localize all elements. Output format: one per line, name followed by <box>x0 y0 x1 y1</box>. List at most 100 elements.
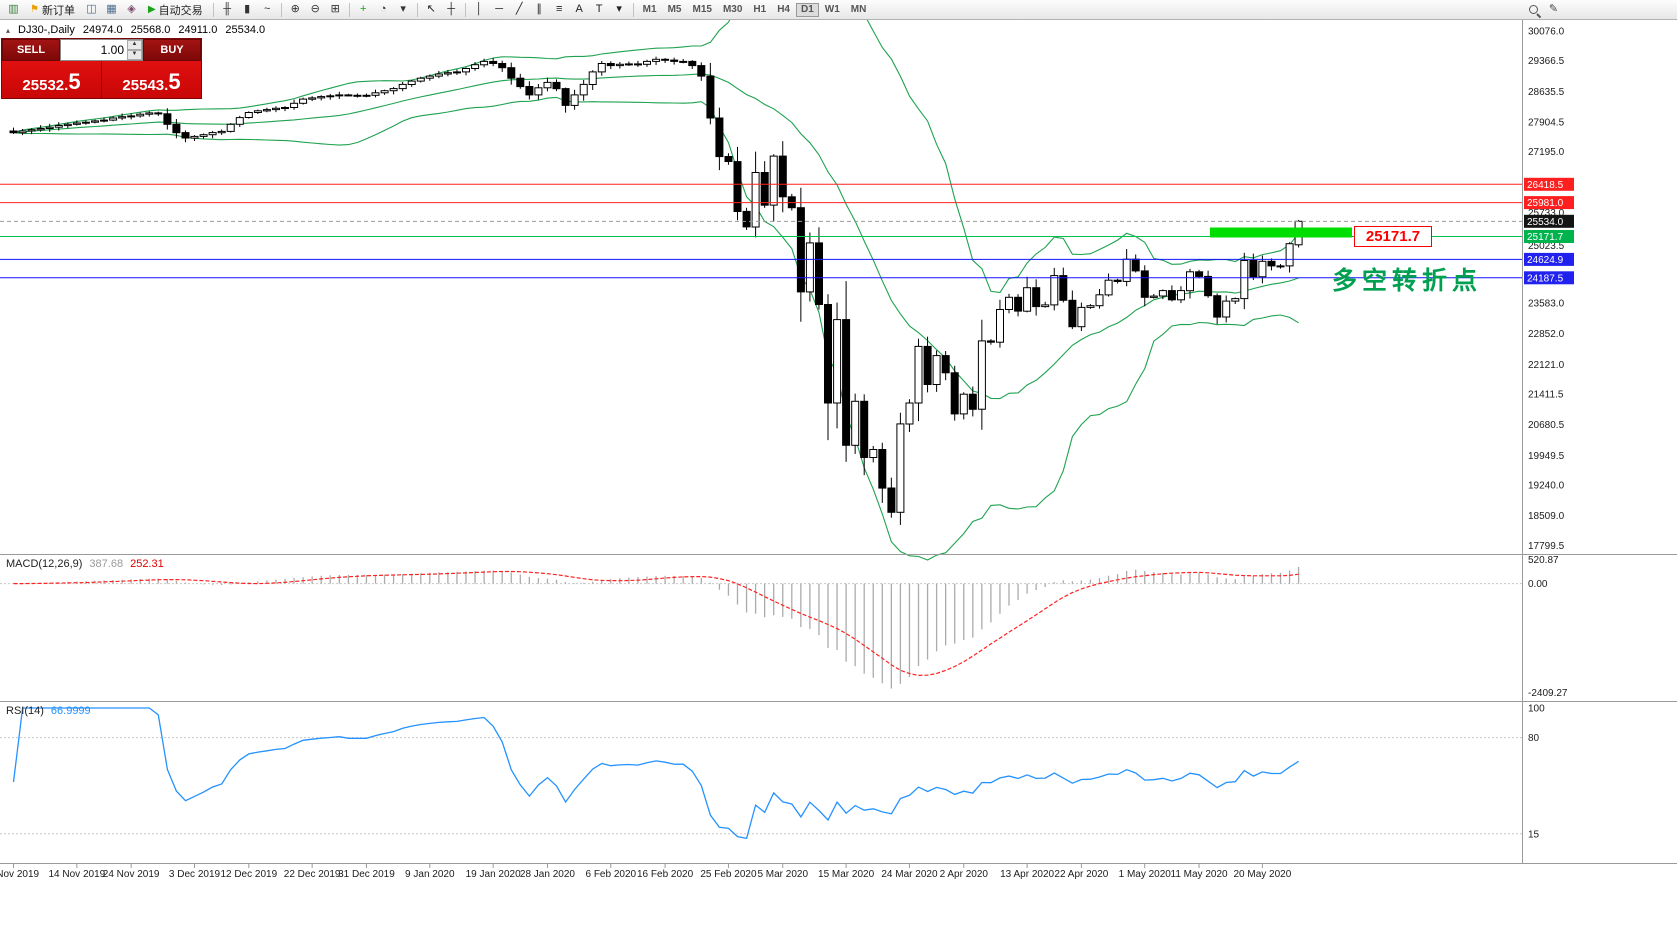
candlestick-chart-icon[interactable]: ▮ <box>244 3 251 15</box>
price-badge-25171.7 <box>1524 230 1574 243</box>
low-value: 24911.0 <box>178 24 218 36</box>
label-icon[interactable]: T <box>595 3 603 15</box>
timeframe-button-m15[interactable]: M15 <box>692 3 712 15</box>
chart-annotation[interactable]: 多空转折点 <box>1332 267 1483 295</box>
volume-down-button[interactable]: ▼ <box>127 50 142 60</box>
date-axis-label: 31 Dec 2019 <box>338 869 395 880</box>
price-axis-tick: 19240.0 <box>1528 481 1565 492</box>
date-axis-label: 9 Jan 2020 <box>405 869 455 880</box>
periods-icon[interactable]: ◔ <box>379 3 387 15</box>
date-axis-label: 28 Jan 2020 <box>520 869 575 880</box>
timeframe-button-m30[interactable]: M30 <box>722 3 743 15</box>
date-axis-label: 12 Dec 2019 <box>220 869 277 880</box>
price-axis-tick: 18509.0 <box>1528 511 1565 522</box>
date-axis-label: 19 Jan 2020 <box>466 869 521 880</box>
price-badge-text: 25171.7 <box>1527 232 1564 243</box>
price-axis-tick: 23583.0 <box>1528 299 1565 310</box>
zoom-in-icon[interactable]: ⊕ <box>290 3 300 15</box>
text-icon[interactable]: A <box>575 3 583 15</box>
tile-windows-icon[interactable]: ⊞ <box>330 3 340 15</box>
search-icon[interactable] <box>1526 2 1542 18</box>
horizontal-line-icon[interactable]: ─ <box>495 3 504 15</box>
close-value: 25534.0 <box>225 24 266 36</box>
price-badge-text: 24187.5 <box>1527 273 1564 284</box>
price-badge-24187.5 <box>1524 271 1574 285</box>
date-axis-label: 14 Nov 2019 <box>48 869 105 880</box>
profiles-icon[interactable]: ▦ <box>106 3 117 15</box>
price-axis: 30076.0 29366.5 28635.5 27904.5 27195.0 25733… <box>1524 27 1574 840</box>
price-axis-tick: 20680.5 <box>1528 420 1565 431</box>
volume-up-button[interactable]: ▲ <box>127 40 142 50</box>
new-order-icon: ⚑ <box>30 3 39 15</box>
date-axis-label: 6 Feb 2020 <box>585 869 636 880</box>
timeframe-button-w1[interactable]: W1 <box>824 3 840 15</box>
price-axis-tick: 22852.0 <box>1528 329 1565 340</box>
channel-icon[interactable]: ∥ <box>536 3 542 15</box>
crosshair-icon[interactable]: ┼ <box>447 3 456 15</box>
price-axis-tick: 27904.5 <box>1528 118 1565 129</box>
new-chart-icon[interactable]: ▥ <box>8 3 19 15</box>
timeframe-button-mn[interactable]: MN <box>850 3 867 15</box>
highlight-rectangle[interactable] <box>1210 227 1352 238</box>
data-window-icon[interactable]: ◈ <box>127 3 136 15</box>
bar-chart-icon[interactable]: ╫ <box>223 3 232 15</box>
chart-window-icon[interactable]: ◫ <box>86 3 97 15</box>
buy-price[interactable]: 25543. 5 <box>102 61 201 98</box>
line-chart-icon[interactable]: ~ <box>263 3 271 15</box>
rsi-scale-top: 100 <box>1528 704 1545 715</box>
vertical-line-icon[interactable]: │ <box>475 3 483 15</box>
rsi-indicator-label: RSI(14) 66.9999 <box>6 705 91 717</box>
date-axis-label: 7 Nov 2019 <box>0 869 40 880</box>
date-axis-label: 25 Feb 2020 <box>700 869 757 880</box>
price-axis-tick: 25023.5 <box>1528 241 1565 252</box>
new-order-button[interactable]: ⚑ 新订单 <box>24 2 81 18</box>
toolbar-right-group: ✎ <box>1526 2 1563 18</box>
buy-button[interactable]: BUY <box>143 39 201 61</box>
rsi-value: 66.9999 <box>50 705 91 717</box>
new-order-button-label: 新订单 <box>41 4 75 17</box>
timeframe-button-h4[interactable]: H4 <box>777 3 790 15</box>
rsi-name: RSI(14) <box>6 705 44 717</box>
price-axis-tick: 19949.5 <box>1528 451 1565 462</box>
auto-trading-icon: ▶ <box>147 3 156 15</box>
zoom-out-icon[interactable]: ⊖ <box>310 3 320 15</box>
open-value: 24974.0 <box>82 24 123 36</box>
toolbar-separator <box>464 2 466 17</box>
price-axis-tick: 17799.5 <box>1528 541 1565 552</box>
trendline-icon[interactable]: ╱ <box>515 3 523 15</box>
edit-icon[interactable]: ✎ <box>1548 3 1559 15</box>
timeframe-button-d1[interactable]: D1 <box>795 2 819 17</box>
shapes-icon[interactable]: ▾ <box>616 3 622 15</box>
auto-trading-button[interactable]: ▶ 自动交易 <box>142 2 209 18</box>
price-axis-tick: 30076.0 <box>1528 27 1565 38</box>
price-level-label[interactable]: 25171.7 <box>1354 226 1432 247</box>
toolbar-separator <box>632 2 634 17</box>
timeframe-button-h1[interactable]: H1 <box>753 3 767 15</box>
timeframe-button-m1[interactable]: M1 <box>642 3 657 15</box>
toolbar-separator <box>416 2 418 17</box>
indicators-icon[interactable]: + <box>359 3 367 15</box>
price-badge-24624.9 <box>1524 252 1574 266</box>
timeframe-button-m5[interactable]: M5 <box>667 3 682 15</box>
date-axis-label: 3 Dec 2019 <box>169 869 221 880</box>
macd-scale-zero: 0.00 <box>1528 579 1548 590</box>
toolbar-separator <box>348 2 350 17</box>
price-badge-text: 24624.9 <box>1527 255 1564 266</box>
price-axis-tick: 21411.5 <box>1528 390 1564 401</box>
volume-input[interactable] <box>61 40 127 60</box>
macd-value: 387.68 <box>89 558 124 570</box>
date-axis-label: 5 Mar 2020 <box>757 869 808 880</box>
fibonacci-icon[interactable]: ≡ <box>555 3 563 15</box>
macd-indicator-label: MACD(12,26,9) 387.68 252.31 <box>6 558 164 570</box>
templates-icon[interactable]: ▾ <box>400 3 406 15</box>
sell-price[interactable]: 25532. 5 <box>2 61 102 98</box>
trade-panel-controls: SELL ▲ ▼ BUY <box>2 39 201 61</box>
rsi-scale-level: 80 <box>1528 733 1540 744</box>
cursor-icon[interactable]: ↖ <box>426 3 436 15</box>
price-axis-tick: 29366.5 <box>1528 56 1565 67</box>
sell-button[interactable]: SELL <box>2 39 60 61</box>
trade-panel-prices: 25532. 5 25543. 5 <box>2 61 201 98</box>
candlestick-series <box>9 56 1303 525</box>
macd-scale-min: -2409.27 <box>1528 688 1568 699</box>
